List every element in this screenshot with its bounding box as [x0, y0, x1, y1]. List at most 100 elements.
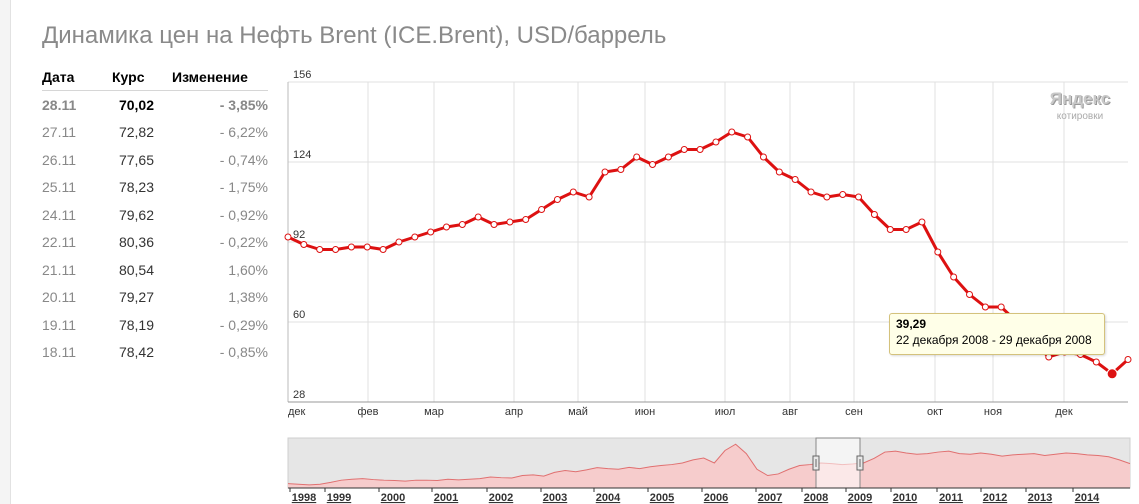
table-row: 24.11 79,62 - 0,92%	[42, 201, 268, 229]
row-rate: 70,02	[118, 96, 154, 113]
overview-year-label: 2007	[758, 492, 782, 504]
overview-year-label: 2000	[381, 492, 405, 504]
row-change: - 6,22%	[219, 124, 268, 141]
row-date: 28.11	[42, 96, 77, 113]
data-point	[601, 168, 609, 176]
overview-line	[287, 443, 1131, 486]
data-point	[474, 213, 482, 221]
data-point	[395, 238, 403, 246]
overview-year-label: 1999	[327, 492, 351, 504]
x-tick-label: дек	[1055, 406, 1073, 418]
data-tooltip: 39,29 22 декабря 2008 - 29 декабря 2008	[889, 313, 1105, 355]
row-date: 24.11	[42, 206, 76, 223]
data-point	[442, 223, 450, 231]
table-row: 21.11 80,54 1,60%	[42, 256, 268, 284]
overview-year-label: 2004	[596, 492, 621, 504]
x-tick-label: ноя	[984, 406, 1002, 418]
data-point	[823, 193, 831, 201]
row-date: 18.11	[42, 344, 76, 361]
data-point	[902, 226, 910, 233]
y-tick-label: 92	[293, 229, 305, 241]
data-point	[855, 193, 863, 201]
row-change: - 1,75%	[219, 179, 268, 196]
x-tick-label: окт	[927, 406, 943, 418]
x-tick-label: авг	[782, 406, 798, 418]
row-change: - 0,85%	[219, 344, 268, 361]
data-point	[839, 191, 847, 198]
row-rate: 80,36	[118, 234, 154, 251]
data-point	[316, 246, 324, 253]
table-row: 28.11 70,02 - 3,85%	[42, 91, 268, 119]
data-point	[680, 146, 688, 153]
table-row: 26.11 77,65 - 0,74%	[42, 146, 268, 174]
data-point	[712, 138, 720, 146]
row-rate: 79,62	[118, 206, 154, 223]
data-point	[696, 146, 704, 153]
overview-year-label: 2008	[804, 492, 828, 504]
data-point	[411, 233, 419, 241]
data-point	[870, 211, 878, 218]
x-tick-label: июл	[715, 406, 736, 418]
x-tick-label: май	[568, 406, 588, 418]
overview-year-label: 2012	[983, 492, 1007, 504]
page-title: Динамика цен на Нефть Brent (ICE.Brent),…	[42, 22, 667, 49]
data-point	[649, 161, 657, 168]
x-tick-label: июн	[635, 406, 655, 418]
y-tick-label: 124	[293, 149, 311, 161]
overview-year-label: 2014	[1075, 492, 1100, 504]
data-point	[347, 243, 355, 251]
left-edge-panel	[0, 0, 11, 504]
data-point	[585, 193, 593, 201]
data-point	[918, 218, 926, 226]
overview-selection	[815, 437, 861, 489]
y-tick-label: 156	[293, 69, 311, 81]
row-change: - 3,85%	[219, 96, 268, 113]
data-point	[379, 246, 387, 253]
quotes-table: Дата Курс Изменение 28.11 70,02 - 3,85% …	[42, 64, 268, 366]
row-date: 26.11	[42, 151, 76, 168]
logo-name: Яндекс	[1049, 89, 1111, 108]
overview-year-label: 2003	[543, 492, 567, 504]
data-point	[950, 273, 958, 281]
table-row: 20.11 79,27 1,38%	[42, 284, 268, 312]
yandex-logo: Яндекс котировки	[1041, 85, 1119, 137]
data-point	[506, 218, 514, 226]
x-tick-label: дек	[288, 406, 306, 418]
data-point	[538, 206, 546, 213]
row-rate: 79,27	[118, 289, 154, 306]
data-point	[1124, 356, 1132, 363]
data-point	[569, 188, 577, 196]
data-point	[553, 196, 561, 203]
data-point	[363, 243, 371, 251]
data-point	[791, 176, 799, 183]
data-point	[332, 246, 340, 253]
row-change: - 0,92%	[219, 206, 268, 223]
header-rate: Курс	[112, 69, 145, 85]
table-row: 18.11 78,42 - 0,85%	[42, 339, 268, 367]
table-row: 27.11 72,82 - 6,22%	[42, 119, 268, 147]
data-point	[728, 128, 736, 136]
data-point	[775, 168, 783, 176]
overview-year-label: 2005	[650, 492, 674, 504]
data-point	[886, 226, 894, 233]
x-tick-label: фев	[357, 406, 378, 418]
row-date: 22.11	[42, 234, 76, 251]
row-date: 25.11	[42, 179, 76, 196]
data-point	[490, 221, 498, 228]
row-change: - 0,22%	[219, 234, 268, 251]
overview-year-label: 2010	[893, 492, 917, 504]
row-date: 19.11	[42, 316, 76, 333]
row-rate: 78,19	[118, 316, 154, 333]
row-date: 27.11	[42, 124, 76, 141]
row-date: 21.11	[42, 261, 76, 278]
row-rate: 78,23	[118, 179, 154, 196]
row-change: - 0,74%	[219, 151, 268, 168]
table-row: 25.11 78,23 - 1,75%	[42, 174, 268, 202]
row-date: 20.11	[42, 289, 76, 306]
data-point	[617, 166, 625, 173]
row-rate: 80,54	[118, 261, 154, 278]
data-point	[300, 241, 308, 248]
x-tick-label: мар	[424, 406, 444, 418]
x-tick-label: сен	[845, 406, 863, 418]
